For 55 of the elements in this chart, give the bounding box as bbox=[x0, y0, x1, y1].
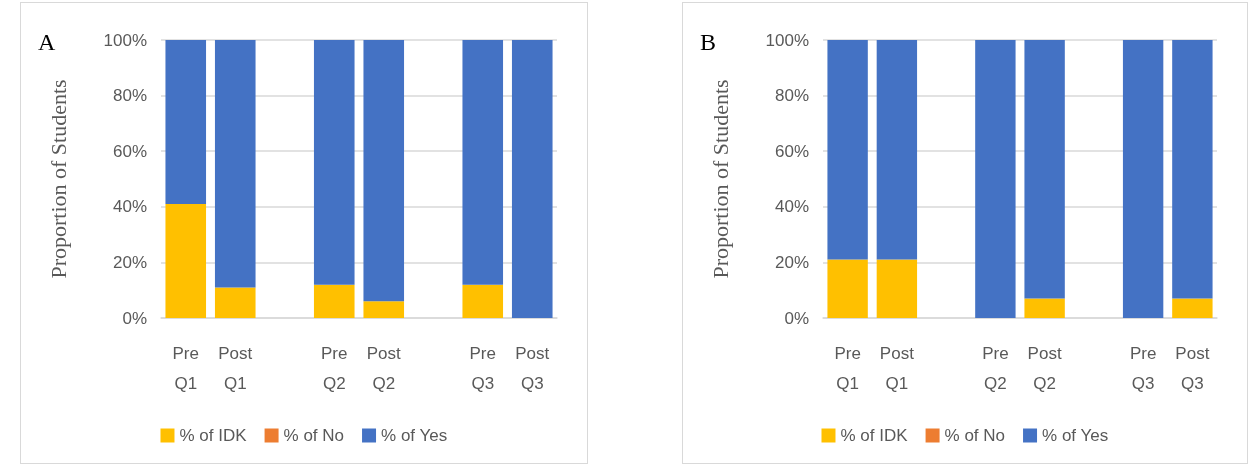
y-tick-label: 100% bbox=[103, 30, 147, 50]
bar bbox=[876, 40, 918, 260]
legend-label: % of IDK bbox=[179, 426, 248, 445]
x-tick-label: Pre Q2 bbox=[982, 343, 1009, 393]
bar bbox=[827, 259, 868, 318]
bar bbox=[975, 40, 1016, 318]
bar bbox=[363, 301, 405, 318]
y-tick-label: 20% bbox=[774, 252, 809, 272]
y-tick-label: 60% bbox=[774, 141, 809, 161]
legend-label: % of Yes bbox=[1042, 426, 1109, 445]
y-tick-label: 40% bbox=[774, 197, 809, 217]
chart-title: B bbox=[700, 29, 717, 55]
bar bbox=[1172, 40, 1213, 299]
x-tick-label: Pre Q1 bbox=[834, 343, 861, 393]
bar bbox=[876, 259, 918, 318]
y-tick-label: 100% bbox=[765, 30, 809, 50]
y-tick-label: 80% bbox=[112, 86, 147, 106]
x-tick-label: Post Q1 bbox=[218, 343, 253, 393]
bar bbox=[214, 40, 256, 288]
bar bbox=[462, 284, 504, 318]
y-tick-label: 0% bbox=[122, 308, 147, 328]
y-tick-label: 20% bbox=[112, 252, 147, 272]
chart-title: A bbox=[38, 29, 56, 55]
y-axis-title: Proportion of Students bbox=[707, 79, 733, 279]
y-axis-title: Proportion of Students bbox=[45, 79, 71, 279]
x-tick-label: Pre Q1 bbox=[172, 343, 199, 393]
bar bbox=[1122, 40, 1164, 318]
bar bbox=[462, 40, 504, 285]
x-tick-label: Pre Q2 bbox=[321, 343, 348, 393]
y-tick-label: 0% bbox=[784, 308, 809, 328]
x-tick-label: Post Q2 bbox=[1027, 343, 1062, 393]
bar bbox=[165, 204, 207, 318]
y-tick-label: 60% bbox=[112, 141, 147, 161]
x-tick-label: Pre Q3 bbox=[469, 343, 496, 393]
bar bbox=[165, 40, 207, 205]
legend-label: % of Yes bbox=[381, 426, 448, 445]
bar bbox=[1024, 40, 1065, 299]
y-tick-label: 80% bbox=[774, 86, 809, 106]
bar bbox=[1024, 298, 1065, 318]
y-tick-label: 40% bbox=[112, 197, 147, 217]
x-tick-label: Post Q3 bbox=[1175, 343, 1210, 393]
bar bbox=[214, 287, 256, 318]
legend-label: % of No bbox=[283, 426, 345, 445]
legend-label: % of No bbox=[944, 426, 1006, 445]
bar bbox=[511, 40, 553, 318]
bar bbox=[827, 40, 868, 260]
bar bbox=[363, 40, 405, 302]
bar bbox=[1172, 298, 1213, 318]
bar bbox=[313, 40, 355, 285]
x-tick-label: Post Q3 bbox=[515, 343, 550, 393]
x-tick-label: Pre Q3 bbox=[1129, 343, 1157, 393]
legend-label: % of IDK bbox=[840, 426, 909, 445]
bar bbox=[313, 284, 355, 318]
x-tick-label: Post Q2 bbox=[366, 343, 402, 393]
x-tick-label: Post Q1 bbox=[879, 343, 915, 393]
